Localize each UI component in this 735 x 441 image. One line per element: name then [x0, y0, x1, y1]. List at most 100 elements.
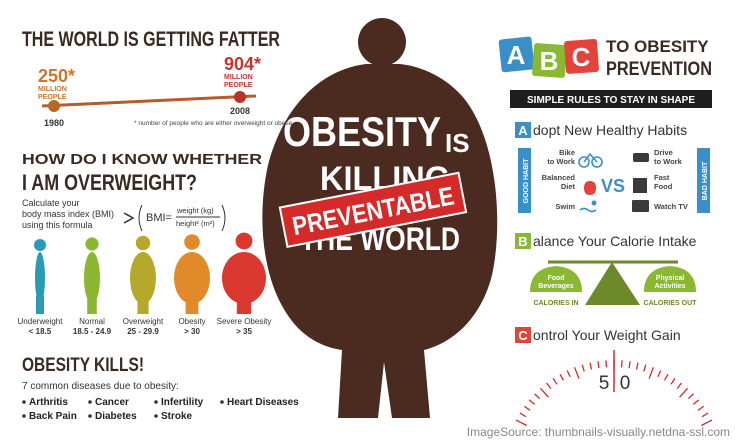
icon-bike-wheel: [578, 156, 590, 168]
bullet: [88, 400, 92, 404]
gauge-tick: [697, 405, 705, 411]
parens: [138, 204, 226, 232]
gauge-tick: [581, 364, 585, 372]
habit-icons: [578, 152, 649, 213]
silhouette-head: [358, 18, 406, 66]
pan-right-2: Activities: [654, 283, 685, 290]
good-habit-bar: [518, 148, 531, 213]
disease: Infertility: [161, 397, 204, 408]
gauge-tick: [597, 361, 600, 369]
gauge-tick: [566, 370, 571, 378]
section-letter: B: [518, 234, 527, 249]
start-year: 1980: [44, 118, 64, 128]
vs: VS: [601, 176, 625, 196]
section-heading: dopt New Healthy Habits: [533, 122, 687, 138]
icon-tv: [632, 200, 649, 212]
disease: Arthritis: [29, 397, 68, 408]
gauge-tick: [670, 378, 676, 385]
headline-obesity: OBESITY: [283, 108, 441, 155]
gauge-digit-2: 0: [620, 373, 631, 394]
gauge-tick: [620, 360, 623, 368]
gauge-digit-1: 5: [599, 373, 610, 394]
pan-right-1: Physical: [656, 275, 684, 282]
banner: [510, 90, 712, 108]
gauge-tick: [701, 412, 709, 418]
section-heading: alance Your Calorie Intake: [533, 233, 697, 249]
footnote: * number of people who are either overwe…: [134, 120, 293, 127]
figure-label: Normal: [79, 317, 105, 326]
section-letter: A: [518, 123, 528, 138]
gauge-tick: [523, 405, 531, 411]
timeline-line: [41, 94, 257, 108]
figure-label: Underweight: [18, 317, 64, 326]
gauge-tick: [663, 373, 669, 381]
bullet: [88, 414, 92, 418]
disease: Heart Diseases: [227, 397, 299, 408]
section-tile: [515, 233, 531, 249]
tile-a-letter: A: [507, 40, 526, 70]
bmi-heading-2: I AM OVERWEIGHT?: [22, 170, 197, 195]
figure-legs: [36, 296, 44, 314]
gauge-tick: [657, 370, 662, 378]
disease: Stroke: [161, 411, 193, 422]
right-title-1: TO OBESITY: [606, 37, 709, 56]
disease: Diabetes: [95, 411, 137, 422]
gauge-tick: [528, 399, 536, 405]
figure-legs: [236, 296, 252, 314]
center-headline: OBESITY IS KILLING THE WORLD PREVENTABLE: [278, 108, 470, 257]
bullet: [220, 400, 224, 404]
icon-swim: [579, 207, 597, 213]
good-habit: to Work: [547, 157, 576, 166]
figure-range: > 30: [184, 327, 200, 336]
start-unit-2: PEOPLE: [38, 94, 67, 101]
gauge-tick: [635, 362, 639, 370]
balance-scale: Food Beverages Physical Activities CALOR…: [530, 260, 698, 307]
icon-car: [633, 153, 649, 162]
good-habit-label: GOOD HABIT: [523, 158, 530, 203]
pan-left-1: Food: [547, 275, 564, 282]
figure-range: 25 - 29.9: [127, 327, 159, 336]
bad-habit: Drive: [654, 148, 673, 157]
end-year: 2008: [230, 106, 250, 116]
formula-numerator: weight (kg): [176, 206, 214, 215]
right-title-2: PREVENTION: [606, 59, 712, 80]
bullet: [154, 400, 158, 404]
figure-label: Overweight: [123, 317, 164, 326]
good-habit: Bike: [559, 148, 575, 157]
section-heading: ontrol Your Weight Gain: [533, 327, 681, 343]
bullet: [22, 414, 26, 418]
bad-habit-bar: [697, 148, 710, 213]
gauge-tick: [701, 419, 713, 427]
good-habit: Swim: [555, 202, 575, 211]
figure-body: [35, 252, 45, 304]
gauge-tick: [573, 367, 580, 379]
tile-c: [564, 39, 599, 74]
bad-habit: Watch TV: [654, 202, 688, 211]
left-title: THE WORLD IS GETTING FATTER: [22, 28, 280, 51]
stamp-box: [278, 171, 468, 248]
gauge-tick: [687, 393, 694, 400]
gauge-tick: [648, 367, 655, 379]
start-figure: 250*: [38, 66, 75, 86]
calories-out: CALORIES OUT: [644, 300, 698, 307]
pan-left: [530, 266, 582, 292]
figure-head: [135, 235, 151, 251]
figure-head: [34, 239, 46, 251]
figure-body: [130, 252, 156, 304]
silhouette: [262, 18, 498, 418]
bullet: [154, 414, 158, 418]
icon-bike-frame: [583, 152, 598, 163]
bad-habit: Fast: [654, 173, 670, 182]
icon-apple: [584, 181, 596, 195]
gauge-ticks: [515, 360, 713, 427]
end-dot: [234, 91, 246, 103]
figure-head: [85, 237, 99, 251]
kills-title: OBESITY KILLS!: [22, 355, 144, 376]
figure-range: 18.5 - 24.9: [73, 327, 112, 336]
kills-subtitle: 7 common diseases due to obesity:: [22, 381, 179, 392]
